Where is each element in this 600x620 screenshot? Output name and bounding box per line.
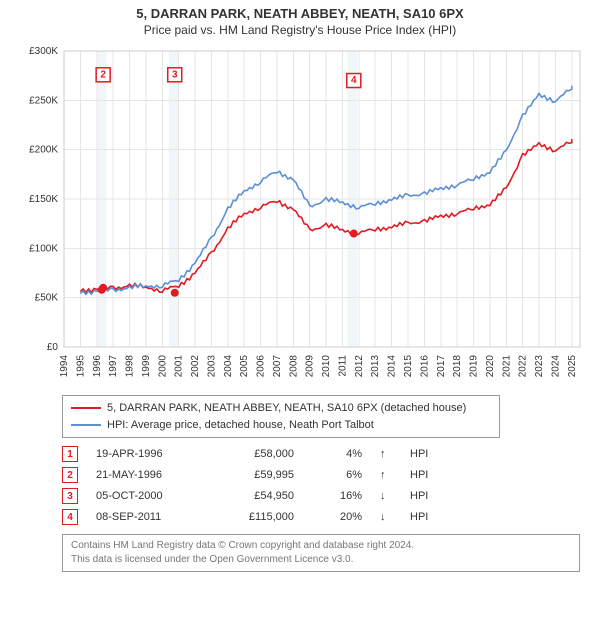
legend-row: 5, DARRAN PARK, NEATH ABBEY, NEATH, SA10… xyxy=(71,400,491,417)
svg-text:2014: 2014 xyxy=(387,355,398,378)
transaction-marker: 4 xyxy=(62,509,78,525)
svg-text:2023: 2023 xyxy=(534,355,545,378)
transaction-marker: 1 xyxy=(62,446,78,462)
transaction-table: 1 19-APR-1996 £58,000 4% ↑ HPI 2 21-MAY-1996 £59… xyxy=(62,444,580,528)
svg-text:2016: 2016 xyxy=(419,355,430,378)
svg-text:2003: 2003 xyxy=(206,355,217,378)
svg-text:2021: 2021 xyxy=(501,355,512,378)
svg-text:1996: 1996 xyxy=(92,355,103,378)
transaction-marker: 2 xyxy=(62,467,78,483)
transaction-price: £58,000 xyxy=(214,444,294,465)
transaction-pct: 6% xyxy=(312,465,362,486)
svg-text:1995: 1995 xyxy=(75,355,86,378)
chart-container: £0 £50K £100K £150K £200K £250K £300K 1994 1995 1… xyxy=(18,41,588,391)
arrow-down-icon: ↓ xyxy=(380,486,392,507)
svg-text:2010: 2010 xyxy=(321,355,332,378)
transaction-price: £115,000 xyxy=(214,507,294,528)
arrow-up-icon: ↑ xyxy=(380,465,392,486)
transaction-price: £59,995 xyxy=(214,465,294,486)
chart-title-2: Price paid vs. HM Land Registry's House … xyxy=(0,23,600,37)
svg-text:2000: 2000 xyxy=(157,355,168,378)
svg-text:2005: 2005 xyxy=(239,355,250,378)
footer-line-2: This data is licensed under the Open Gov… xyxy=(71,553,571,567)
svg-text:3: 3 xyxy=(172,69,178,80)
transaction-date: 05-OCT-2000 xyxy=(96,486,196,507)
footer-box: Contains HM Land Registry data © Crown c… xyxy=(62,534,580,572)
legend-label: 5, DARRAN PARK, NEATH ABBEY, NEATH, SA10… xyxy=(107,400,466,417)
chart-title-block: 5, DARRAN PARK, NEATH ABBEY, NEATH, SA10… xyxy=(0,0,600,37)
transaction-marker: 3 xyxy=(62,488,78,504)
svg-text:2017: 2017 xyxy=(436,355,447,378)
legend-box: 5, DARRAN PARK, NEATH ABBEY, NEATH, SA10… xyxy=(62,395,500,438)
legend-swatch xyxy=(71,407,101,409)
transaction-date: 19-APR-1996 xyxy=(96,444,196,465)
svg-text:1999: 1999 xyxy=(141,355,152,378)
svg-text:2008: 2008 xyxy=(288,355,299,378)
svg-text:£200K: £200K xyxy=(29,145,58,156)
transaction-row: 2 21-MAY-1996 £59,995 6% ↑ HPI xyxy=(62,465,580,486)
svg-text:2001: 2001 xyxy=(174,355,185,378)
svg-text:2004: 2004 xyxy=(223,355,234,378)
svg-text:£100K: £100K xyxy=(29,243,58,254)
transaction-price: £54,950 xyxy=(214,486,294,507)
svg-text:2006: 2006 xyxy=(256,355,267,378)
svg-text:2013: 2013 xyxy=(370,355,381,378)
footer-line-1: Contains HM Land Registry data © Crown c… xyxy=(71,539,571,553)
transaction-row: 3 05-OCT-2000 £54,950 16% ↓ HPI xyxy=(62,486,580,507)
arrow-up-icon: ↑ xyxy=(380,444,392,465)
svg-text:1994: 1994 xyxy=(59,355,70,378)
transaction-date: 08-SEP-2011 xyxy=(96,507,196,528)
svg-text:£50K: £50K xyxy=(35,293,59,304)
svg-text:2025: 2025 xyxy=(567,355,578,378)
transaction-hpi-label: HPI xyxy=(410,507,440,528)
svg-text:1998: 1998 xyxy=(125,355,136,378)
svg-text:2018: 2018 xyxy=(452,355,463,378)
svg-text:£150K: £150K xyxy=(29,194,58,205)
arrow-down-icon: ↓ xyxy=(380,507,392,528)
svg-text:2011: 2011 xyxy=(337,355,348,377)
transaction-pct: 4% xyxy=(312,444,362,465)
svg-text:2012: 2012 xyxy=(354,355,365,378)
svg-text:1997: 1997 xyxy=(108,355,119,378)
svg-text:2020: 2020 xyxy=(485,355,496,378)
svg-text:2009: 2009 xyxy=(305,355,316,378)
legend-swatch xyxy=(71,424,101,426)
svg-text:4: 4 xyxy=(351,75,357,86)
svg-text:£250K: £250K xyxy=(29,95,58,106)
svg-text:2019: 2019 xyxy=(469,355,480,378)
price-chart: £0 £50K £100K £150K £200K £250K £300K 1994 1995 1… xyxy=(18,41,588,391)
svg-text:2022: 2022 xyxy=(518,355,529,378)
transaction-hpi-label: HPI xyxy=(410,486,440,507)
svg-text:2: 2 xyxy=(100,69,106,80)
svg-text:2007: 2007 xyxy=(272,355,283,378)
legend-row: HPI: Average price, detached house, Neat… xyxy=(71,417,491,434)
chart-title-1: 5, DARRAN PARK, NEATH ABBEY, NEATH, SA10… xyxy=(0,6,600,21)
svg-text:£0: £0 xyxy=(47,342,59,353)
transaction-hpi-label: HPI xyxy=(410,444,440,465)
svg-text:£300K: £300K xyxy=(29,46,58,57)
transaction-date: 21-MAY-1996 xyxy=(96,465,196,486)
transaction-hpi-label: HPI xyxy=(410,465,440,486)
svg-text:2015: 2015 xyxy=(403,355,414,378)
transaction-row: 4 08-SEP-2011 £115,000 20% ↓ HPI xyxy=(62,507,580,528)
svg-text:2024: 2024 xyxy=(550,355,561,378)
legend-label: HPI: Average price, detached house, Neat… xyxy=(107,417,374,434)
svg-text:2002: 2002 xyxy=(190,355,201,378)
transaction-pct: 20% xyxy=(312,507,362,528)
transaction-pct: 16% xyxy=(312,486,362,507)
transaction-row: 1 19-APR-1996 £58,000 4% ↑ HPI xyxy=(62,444,580,465)
